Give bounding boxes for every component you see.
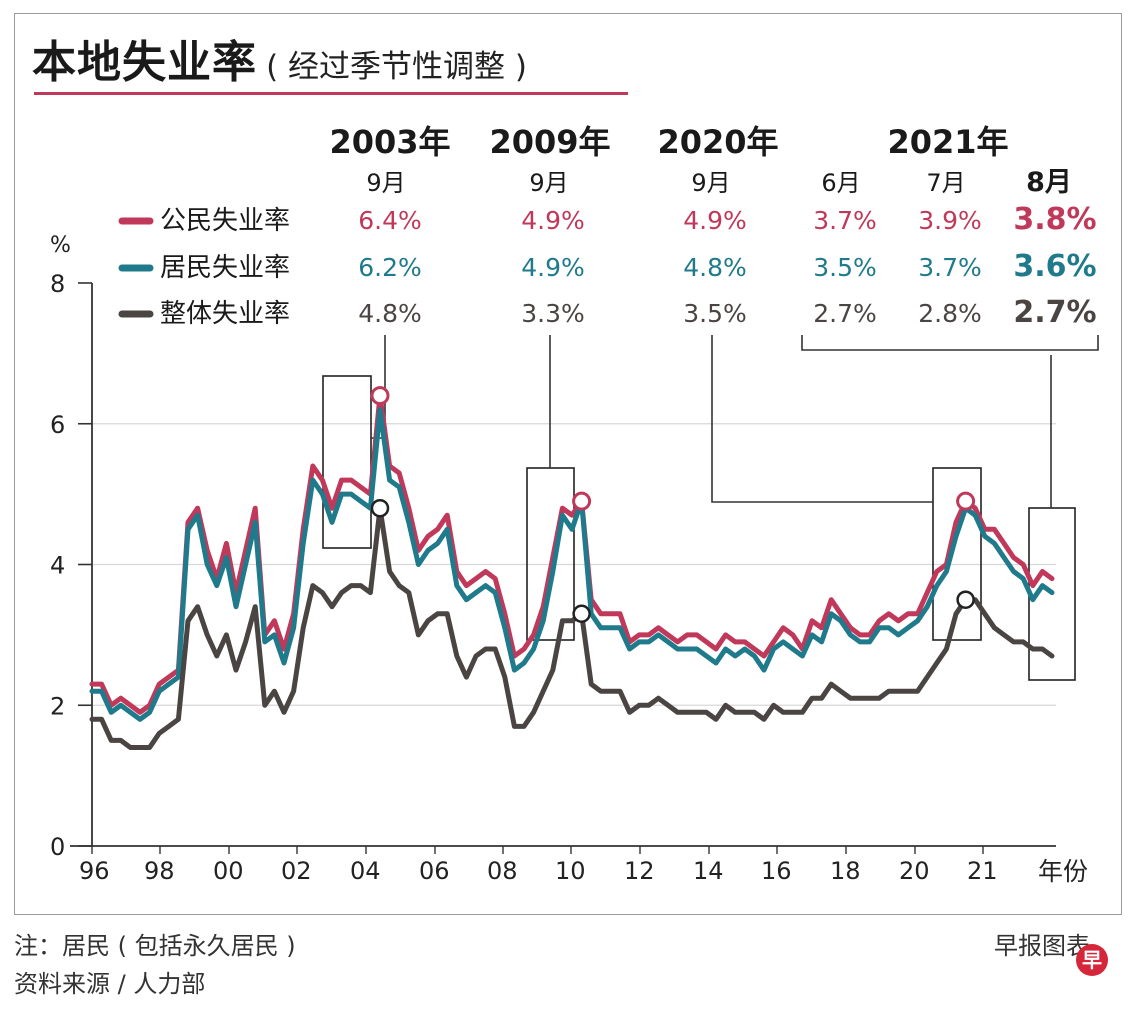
series-line-citizen <box>89 393 1055 715</box>
credit: 早报图表 <box>994 932 1090 960</box>
x-tick-label: 96 <box>79 857 110 885</box>
highlight-markers <box>370 386 976 624</box>
y-tick-label: 6 <box>50 411 65 439</box>
x-tick-label: 21 <box>967 857 998 885</box>
title-row: 本地失业率 ( 经过季节性调整 ) <box>32 26 527 90</box>
x-tick-label: 98 <box>144 857 175 885</box>
zaobao-logo-icon: 早 <box>1076 944 1108 976</box>
chart-frame <box>14 13 1122 915</box>
callout-connector <box>801 335 1099 351</box>
callouts <box>322 335 1099 681</box>
highlight-box <box>932 467 982 641</box>
table-value: 3.7% <box>813 206 877 235</box>
table-value: 3.7% <box>918 253 982 282</box>
callout-connector <box>711 335 933 503</box>
table-value: 2.7% <box>1013 295 1096 330</box>
x-tick-label: 16 <box>761 857 792 885</box>
chart-title: 本地失业率 <box>32 37 257 88</box>
x-tick-label: 00 <box>213 857 244 885</box>
x-tick-label: 04 <box>350 857 381 885</box>
y-axis-unit: % <box>50 233 71 258</box>
series-line-overall <box>89 505 1055 750</box>
citizen-peak-marker <box>370 386 390 406</box>
table-value: 4.8% <box>683 253 747 282</box>
table-value: 3.9% <box>918 206 982 235</box>
legend-label: 公民失业率 <box>160 206 290 236</box>
table-year-header: 2021年 <box>887 123 1008 161</box>
table-value: 4.8% <box>358 299 422 328</box>
table-year-header: 2009年 <box>489 123 610 161</box>
table-month-header: 9月 <box>529 169 568 197</box>
table-year-header: 2003年 <box>329 123 450 161</box>
table-month-header: 9月 <box>366 169 405 197</box>
legend-label: 居民失业率 <box>160 253 290 283</box>
table-value: 2.7% <box>813 299 877 328</box>
table-month-header: 8月 <box>1026 167 1072 198</box>
citizen-peak-marker <box>572 491 592 511</box>
legend-label: 整体失业率 <box>160 299 290 329</box>
x-tick-label: 06 <box>419 857 450 885</box>
highlight-box <box>322 375 372 549</box>
table-value: 2.8% <box>918 299 982 328</box>
highlight-box <box>526 467 575 641</box>
x-tick-label: 20 <box>899 857 930 885</box>
series-lines <box>89 393 1055 750</box>
table-value: 3.3% <box>521 299 585 328</box>
x-axis-label: 年份 <box>1038 857 1088 886</box>
table-value: 3.5% <box>683 299 747 328</box>
overall-peak-marker <box>370 498 390 518</box>
table-month-header: 6月 <box>821 169 860 197</box>
table-value: 4.9% <box>683 206 747 235</box>
y-tick-label: 8 <box>50 270 65 298</box>
x-tick-label: 10 <box>555 857 586 885</box>
chart-subtitle: ( 经过季节性调整 ) <box>266 49 527 85</box>
overall-peak-marker <box>572 604 591 624</box>
y-tick-label: 4 <box>50 552 65 580</box>
y-tick-label: 0 <box>50 833 65 861</box>
y-tick-label: 2 <box>50 692 65 720</box>
table-value: 4.9% <box>521 206 585 235</box>
table-value: 3.5% <box>813 253 877 282</box>
footnote: 注：居民 ( 包括永久居民 ) <box>14 932 296 960</box>
table-value: 3.8% <box>1013 202 1096 237</box>
table-month-header: 9月 <box>691 169 730 197</box>
overall-peak-marker <box>956 590 975 609</box>
x-tick-label: 02 <box>281 857 312 885</box>
table-value: 3.6% <box>1013 249 1096 284</box>
title-underline <box>34 92 628 95</box>
table-value: 6.2% <box>358 253 422 282</box>
x-tick-label: 12 <box>624 857 655 885</box>
x-tick-label: 14 <box>693 857 724 885</box>
table-month-header: 7月 <box>926 169 965 197</box>
table-value: 6.4% <box>358 206 422 235</box>
x-tick-label: 18 <box>830 857 861 885</box>
table-value: 4.9% <box>521 253 585 282</box>
citizen-peak-marker <box>956 491 976 511</box>
x-tick-label: 08 <box>487 857 518 885</box>
series-line-resident <box>89 407 1055 722</box>
table-year-header: 2020年 <box>657 123 778 161</box>
source-note: 资料来源 / 人力部 <box>14 970 206 998</box>
